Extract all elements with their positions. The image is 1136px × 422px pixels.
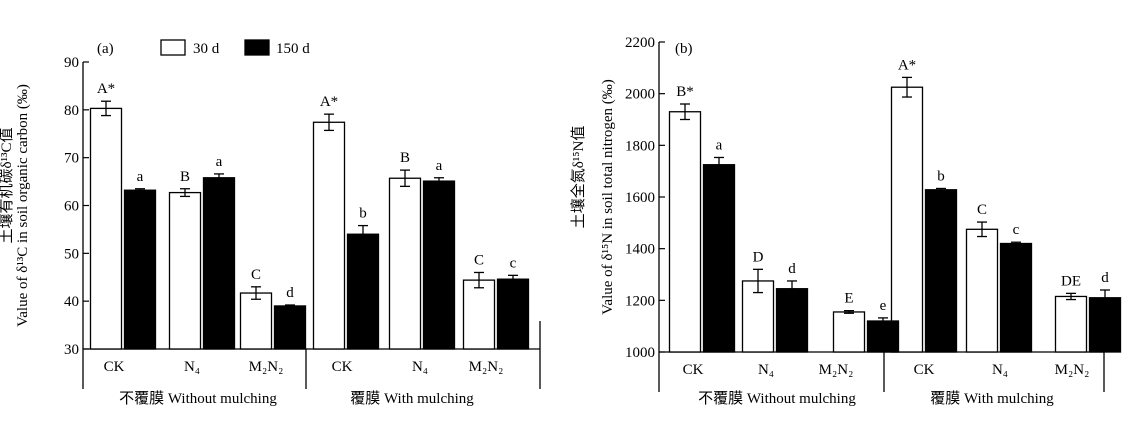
group-label: 不覆膜 Without mulching <box>119 390 277 407</box>
x-tick-label: CK <box>914 362 935 378</box>
significance-label: C <box>251 267 261 283</box>
bar <box>496 278 530 350</box>
bar <box>168 191 202 350</box>
legend-swatch-30d <box>160 39 186 56</box>
chart-panel-a: (a) 30 40 50 60 70 80 90 CK N₄ M₂N₂ CK N₄ M₂N₂ 不覆膜 Wit… <box>0 41 541 407</box>
bar <box>775 288 809 353</box>
legend-label-150d: 150 d <box>276 41 310 57</box>
y-tick-label: 50 <box>64 246 79 262</box>
y-axis-title-cn: 土壤全氮δ¹⁵N值 <box>569 126 587 229</box>
bar <box>999 242 1033 353</box>
significance-label: d <box>286 285 294 301</box>
x-tick-label: N₄ <box>992 362 1008 378</box>
legend-swatch-150d <box>244 39 270 56</box>
bar <box>668 111 702 353</box>
y-tick-label: 1000 <box>625 345 655 361</box>
significance-label: a <box>716 137 723 153</box>
y-tick-label: 30 <box>64 342 79 358</box>
significance-label: A* <box>320 94 338 110</box>
bar <box>1088 297 1122 353</box>
y-tick-label: 1600 <box>625 190 655 206</box>
group-label: 覆膜 With mulching <box>930 390 1054 407</box>
significance-label: C <box>474 252 484 268</box>
x-tick-label: M₂N₂ <box>249 359 284 375</box>
bar <box>1054 295 1088 353</box>
y-tick-label: 90 <box>64 55 79 71</box>
significance-label: C <box>977 202 987 218</box>
bar <box>312 121 346 350</box>
bar <box>123 189 157 350</box>
bar <box>890 86 924 353</box>
y-tick-label: 80 <box>64 103 79 119</box>
bar <box>273 305 307 350</box>
y-tick-label: 1800 <box>625 138 655 154</box>
bar <box>462 279 496 350</box>
x-tick-label: N₄ <box>184 359 200 375</box>
significance-label: D <box>753 249 764 265</box>
significance-label: A* <box>97 81 115 97</box>
legend: 30 d 150 d <box>160 39 310 57</box>
x-tick-label: CK <box>332 359 353 375</box>
y-tick-label: 2000 <box>625 87 655 103</box>
bar <box>422 180 456 350</box>
significance-label: d <box>1101 270 1109 286</box>
significance-label: a <box>216 154 223 170</box>
group-label: 覆膜 With mulching <box>350 390 474 407</box>
group-label: 不覆膜 Without mulching <box>698 390 856 407</box>
bar <box>702 164 736 353</box>
chart-panel-b: (b) 1000 1200 1400 1600 1800 2000 2200 CK N₄ M₂N₂ C… <box>569 35 1122 407</box>
bar <box>924 189 958 353</box>
significance-label: e <box>880 298 887 314</box>
significance-label: d <box>788 261 796 277</box>
y-tick-label: 1400 <box>625 242 655 258</box>
bar <box>388 177 422 350</box>
y-tick-label: 2200 <box>625 35 655 51</box>
y-tick-label: 40 <box>64 294 79 310</box>
significance-label: B <box>180 169 190 185</box>
legend-label-30d: 30 d <box>193 41 220 57</box>
x-tick-label: CK <box>683 362 704 378</box>
x-tick-label: CK <box>104 359 125 375</box>
y-axis-title: Value of δ¹³C in soil organic carbon (‰) <box>15 84 31 327</box>
significance-label: c <box>1013 222 1020 238</box>
x-tick-label: N₄ <box>758 362 774 378</box>
y-axis-title-cn: 土壤有机碳δ¹³C值 <box>0 127 15 243</box>
y-axis-title: Value of δ¹⁵N in soil total nitrogen (‰) <box>600 79 616 315</box>
significance-label: a <box>137 169 144 185</box>
significance-label: c <box>510 255 517 271</box>
significance-label: DE <box>1061 273 1081 289</box>
y-tick-label: 70 <box>64 151 79 167</box>
x-tick-label: M₂N₂ <box>1055 362 1090 378</box>
bar <box>832 311 866 353</box>
significance-label: A* <box>898 57 916 73</box>
bar <box>239 292 273 350</box>
significance-label: b <box>937 168 945 184</box>
significance-label: b <box>359 206 367 222</box>
bar <box>866 320 900 353</box>
x-tick-label: N₄ <box>412 359 428 375</box>
significance-label: a <box>436 158 443 174</box>
bar <box>202 177 236 350</box>
bar <box>89 107 123 350</box>
y-tick-label: 1200 <box>625 293 655 309</box>
significance-label: B* <box>676 84 694 100</box>
y-tick-label: 60 <box>64 199 79 215</box>
x-tick-label: M₂N₂ <box>469 359 504 375</box>
panel-label: (b) <box>675 41 693 57</box>
bar <box>965 228 999 353</box>
bar <box>346 233 380 350</box>
panel-label: (a) <box>97 41 114 57</box>
x-tick-label: M₂N₂ <box>819 362 854 378</box>
significance-label: E <box>844 291 853 307</box>
significance-label: B <box>400 150 410 166</box>
